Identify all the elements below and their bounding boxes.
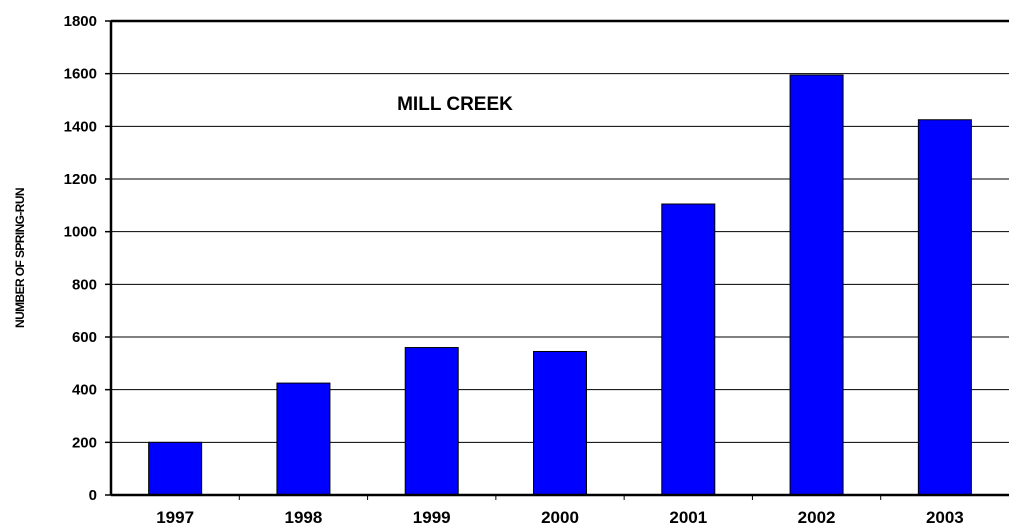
y-tick-label: 1000 [64,224,97,241]
y-tick-label: 800 [72,276,97,293]
bar-1997 [148,441,203,496]
bar-1999 [404,347,459,496]
y-tick-label: 200 [72,434,97,451]
x-tick-label: 2001 [669,508,707,527]
y-tick-label: 1600 [64,66,97,83]
x-tick-label: 1997 [156,508,194,527]
bars [148,74,972,496]
y-tick-label: 1800 [64,13,97,30]
x-tick-label: 2002 [798,508,836,527]
bar-2001 [661,203,716,496]
x-tick-labels: 1997 1998 1999 2000 2001 2002 2003 [156,508,964,527]
x-tick-label: 2003 [926,508,964,527]
x-tick-label: 1999 [413,508,451,527]
y-tick-label: 1400 [64,118,97,135]
bar-2002 [789,74,844,496]
y-tick-label: 400 [72,382,97,399]
x-tick-label: 1998 [285,508,323,527]
axes [105,19,1009,500]
y-tick-label: 600 [72,329,97,346]
bar-1998 [276,382,331,496]
bar-2003 [917,119,972,496]
y-tick-label: 1200 [64,171,97,188]
y-tick-labels: 0 200 400 600 800 1000 1200 1400 1600 1800 [64,13,97,504]
chart-title: MILL CREEK [397,94,513,115]
bar-2000 [533,350,587,496]
y-axis-label: NUMBER OF SPRING-RUN [13,188,27,328]
x-tick-label: 2000 [541,508,579,527]
y-tick-label: 0 [89,487,97,504]
